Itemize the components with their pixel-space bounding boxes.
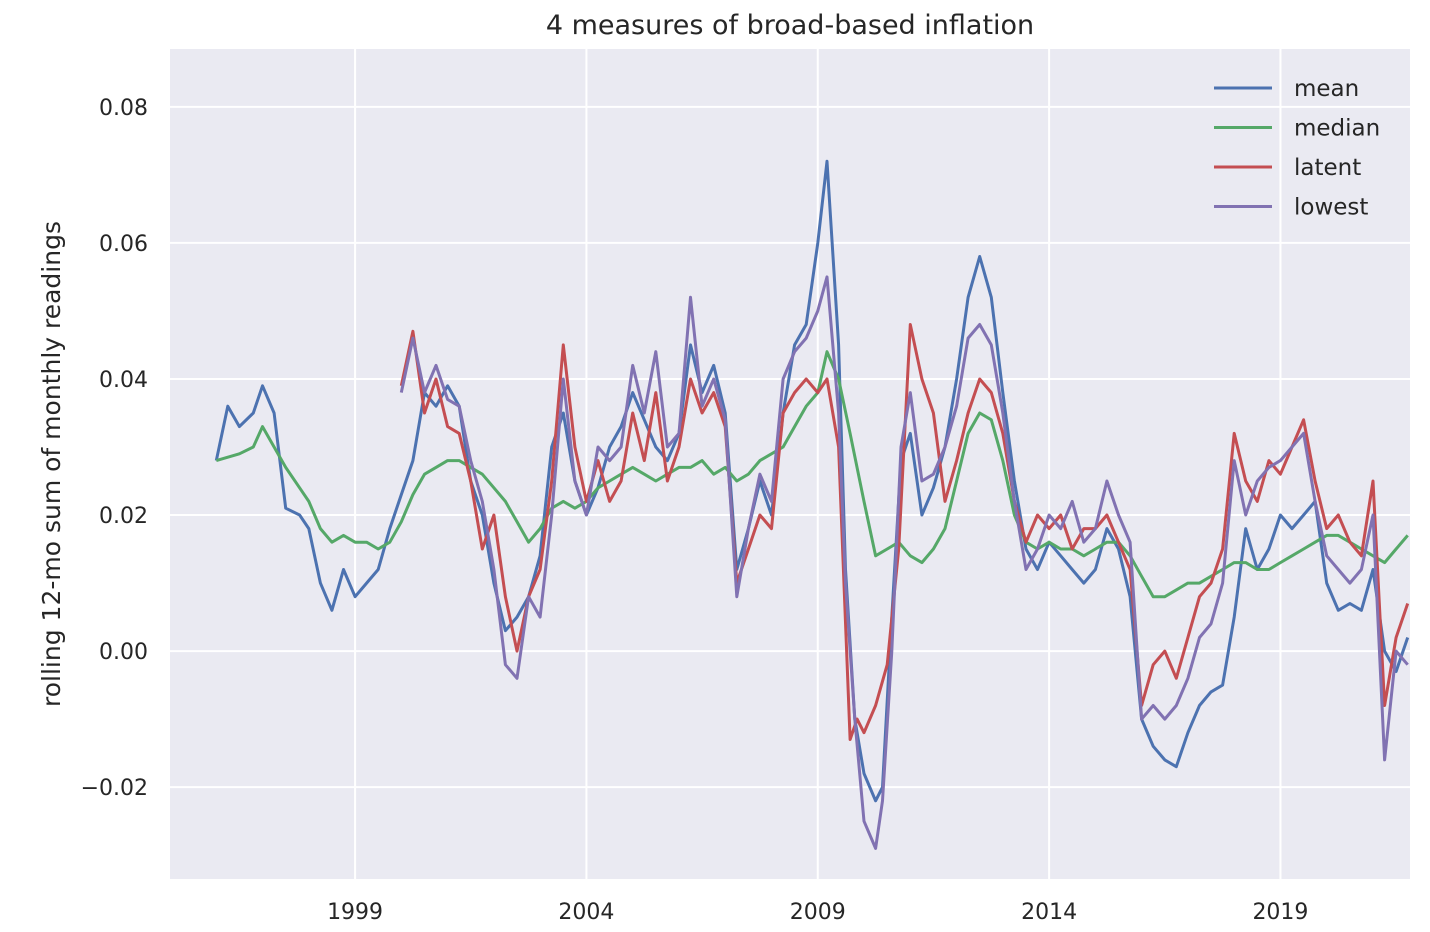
x-tick-label: 2019: [1252, 900, 1308, 925]
plot-area: [170, 49, 1410, 879]
legend-item-median: median: [1214, 116, 1380, 142]
y-tick-label: 0.02: [99, 504, 148, 529]
y-tick-labels: −0.02 0.00 0.02 0.04 0.06 0.08: [81, 96, 148, 801]
series-lines: [214, 159, 1410, 850]
series-line-latent: [399, 323, 1410, 741]
gridlines: [170, 49, 1410, 879]
series-line-lowest: [399, 275, 1409, 850]
y-tick-label: 0.08: [99, 96, 148, 121]
legend-item-lowest: lowest: [1214, 195, 1368, 221]
legend-label: median: [1294, 116, 1380, 142]
series-line-mean: [214, 159, 1410, 803]
x-tick-label: 2004: [558, 900, 614, 925]
legend-item-latent: latent: [1214, 155, 1361, 181]
y-tick-label: 0.04: [99, 368, 148, 393]
legend-label: lowest: [1294, 195, 1368, 221]
x-tick-label: 2009: [790, 900, 846, 925]
x-tick-label: 1999: [327, 900, 383, 925]
y-tick-label: −0.02: [81, 776, 148, 801]
x-tick-label: 2014: [1021, 900, 1077, 925]
y-tick-label: 0.06: [99, 232, 148, 257]
legend-label: latent: [1294, 155, 1361, 181]
x-tick-labels: 1999 2004 2009 2014 2019: [327, 900, 1308, 925]
y-tick-label: 0.00: [99, 640, 148, 665]
y-axis-label: rolling 12-mo sum of monthly readings: [37, 221, 66, 707]
legend-label: mean: [1294, 76, 1359, 102]
chart-title: 4 measures of broad-based inflation: [546, 10, 1034, 41]
legend-item-mean: mean: [1214, 76, 1359, 102]
legend: mean median latent lowest: [1214, 76, 1380, 221]
